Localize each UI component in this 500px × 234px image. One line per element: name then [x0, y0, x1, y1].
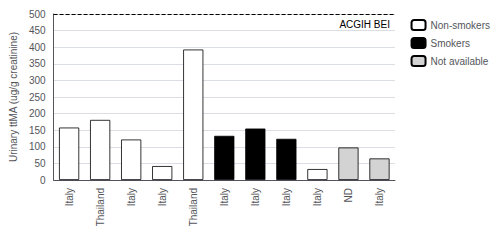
svg-text:Italy: Italy	[250, 188, 261, 206]
svg-text:Thailand: Thailand	[188, 188, 199, 226]
svg-text:Italy: Italy	[126, 188, 137, 206]
svg-text:Italy: Italy	[64, 188, 75, 206]
svg-text:Italy: Italy	[157, 188, 168, 206]
svg-text:ACGIH BEI: ACGIH BEI	[339, 19, 390, 30]
svg-text:Italy: Italy	[312, 188, 323, 206]
svg-text:0: 0	[40, 175, 46, 186]
svg-text:Thailand: Thailand	[95, 188, 106, 226]
svg-text:100: 100	[29, 141, 46, 152]
svg-text:50: 50	[34, 158, 46, 169]
svg-text:ND: ND	[343, 188, 354, 202]
svg-text:Urinary ttMA (ug/g creatinine): Urinary ttMA (ug/g creatinine)	[8, 32, 19, 162]
svg-text:150: 150	[29, 125, 46, 136]
svg-text:Italy: Italy	[281, 188, 292, 206]
svg-text:200: 200	[29, 108, 46, 119]
svg-text:450: 450	[29, 25, 46, 36]
svg-text:Non-smokers: Non-smokers	[431, 20, 490, 31]
svg-text:350: 350	[29, 58, 46, 69]
svg-text:400: 400	[29, 42, 46, 53]
svg-text:Smokers: Smokers	[431, 38, 470, 49]
svg-text:Italy: Italy	[219, 188, 230, 206]
svg-text:Italy: Italy	[374, 188, 385, 206]
svg-text:Not available: Not available	[431, 56, 489, 67]
svg-text:300: 300	[29, 75, 46, 86]
svg-text:500: 500	[29, 9, 46, 20]
svg-text:250: 250	[29, 92, 46, 103]
